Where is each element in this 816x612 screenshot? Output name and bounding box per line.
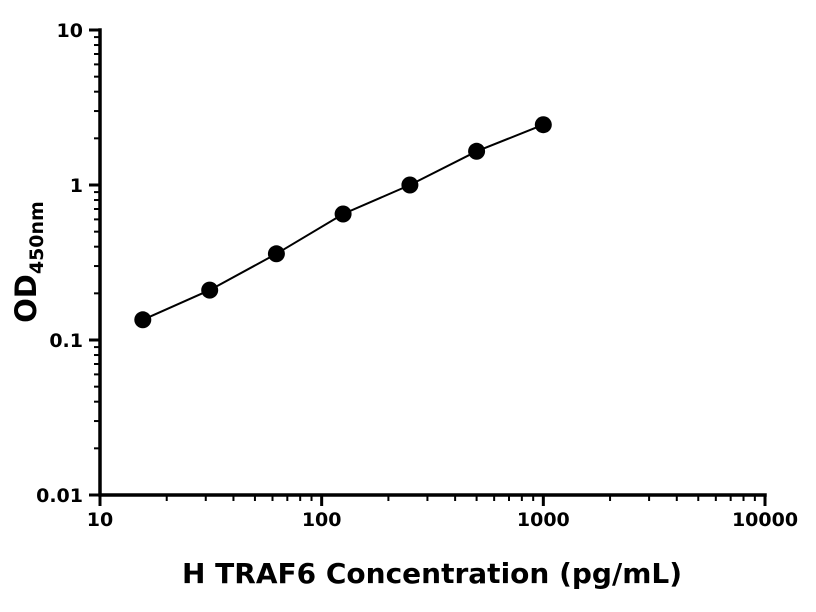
y-axis-title: OD450nm (9, 201, 48, 323)
x-axis-title: H TRAF6 Concentration (pg/mL) (182, 557, 682, 590)
data-point (401, 176, 419, 194)
y-tick-label: 1 (70, 175, 83, 197)
y-axis-title-main: OD (9, 274, 43, 323)
y-tick-label: 10 (57, 20, 83, 42)
axis-lines (98, 28, 767, 497)
x-tick-label: 1000 (517, 509, 570, 531)
data-point (201, 281, 219, 299)
data-point (134, 311, 152, 329)
y-tick-label: 0.01 (36, 485, 83, 507)
data-point (267, 245, 285, 263)
x-tick-label: 10000 (732, 509, 798, 531)
data-point (468, 142, 486, 160)
y-tick-label: 0.1 (49, 330, 83, 352)
x-tick-label: 10 (87, 509, 113, 531)
data-point (334, 205, 352, 223)
plot-layer: 10 100 1000 10000 0.01 0.1 1 10 (36, 20, 798, 531)
data-point (534, 116, 552, 134)
x-tick-label: 100 (302, 509, 342, 531)
y-axis-title-subscript: 450nm (26, 201, 48, 274)
